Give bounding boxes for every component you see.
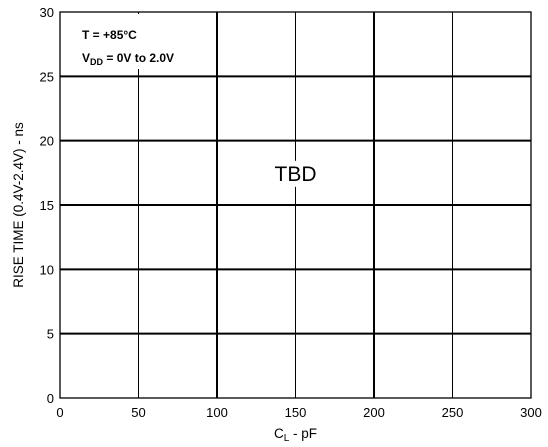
x-tick-label: 100 [206, 405, 228, 420]
y-tick-label: 30 [40, 5, 54, 20]
y-tick-label: 15 [40, 198, 54, 213]
y-tick-label: 10 [40, 262, 54, 277]
vdd-subscript: DD [90, 57, 103, 67]
y-tick-label: 5 [47, 327, 54, 342]
x-axis-title-symbol: C [274, 426, 284, 441]
x-tick-label: 200 [363, 405, 385, 420]
y-axis-title: RISE TIME (0.4V-2.4V) - ns [11, 122, 26, 288]
x-tick-labels: 0 50 100 150 200 250 300 [56, 405, 541, 420]
x-tick-label: 300 [520, 405, 542, 420]
x-axis-title: CL - pF [274, 426, 317, 444]
y-tick-label: 25 [40, 69, 54, 84]
x-tick-label: 250 [442, 405, 464, 420]
x-axis-title-unit: - pF [289, 426, 317, 441]
x-axis-title-subscript: L [284, 433, 290, 444]
conditions-supply-voltage: VDD = 0V to 2.0V [82, 51, 174, 67]
grid-lines [60, 12, 531, 398]
y-tick-label: 0 [47, 391, 54, 406]
y-tick-label: 20 [40, 134, 54, 149]
tbd-background [274, 160, 317, 187]
plot-frame [59, 11, 532, 399]
conditions-temperature: T = +85°C [82, 28, 137, 42]
x-tick-label: 50 [131, 405, 145, 420]
vdd-symbol: V [82, 51, 90, 65]
x-tick-label: 0 [56, 405, 63, 420]
conditions-note-background [62, 14, 214, 69]
vdd-range: = 0V to 2.0V [103, 51, 174, 65]
tbd-label: TBD [275, 163, 317, 186]
y-tick-labels: 0 5 10 15 20 25 30 [40, 5, 54, 406]
x-tick-label: 150 [285, 405, 307, 420]
